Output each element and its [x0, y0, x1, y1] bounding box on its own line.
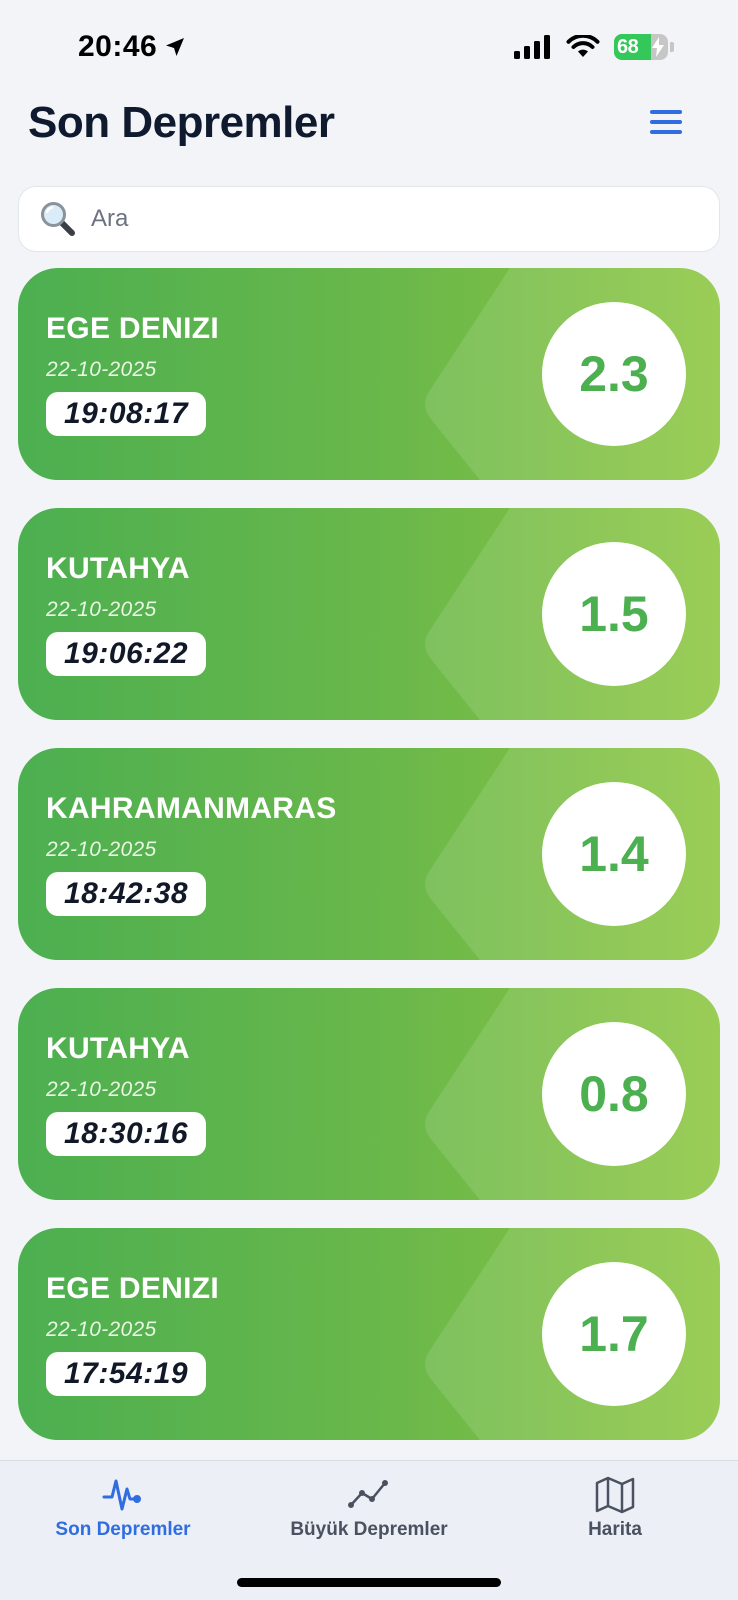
menu-button[interactable] — [650, 110, 682, 136]
trend-line-icon — [348, 1480, 388, 1508]
earthquake-location: EGE DENIZI — [46, 1272, 220, 1305]
earthquake-date: 22-10-2025 — [46, 358, 157, 381]
earthquake-card[interactable]: EGE DENIZI 22-10-2025 17:54:19 1.7 — [18, 1228, 720, 1440]
status-bar: 20:46 68 — [0, 0, 738, 100]
earthquake-date: 22-10-2025 — [46, 1078, 157, 1101]
search-icon — [41, 202, 75, 236]
battery-indicator: 68 — [614, 34, 674, 60]
pulse-icon — [102, 1479, 141, 1511]
tab-son-depremler[interactable]: Son Depremler — [0, 1475, 246, 1541]
earthquake-location: KUTAHYA — [46, 552, 190, 585]
search-input[interactable] — [91, 205, 691, 233]
earthquake-date: 22-10-2025 — [46, 838, 157, 861]
home-indicator — [237, 1578, 501, 1587]
earthquake-card[interactable]: KUTAHYA 22-10-2025 18:30:16 0.8 — [18, 988, 720, 1200]
earthquake-location: KUTAHYA — [46, 1032, 190, 1065]
earthquake-magnitude: 1.5 — [542, 542, 686, 686]
battery-cap — [670, 42, 674, 52]
earthquake-magnitude: 2.3 — [542, 302, 686, 446]
charging-bolt-icon — [652, 37, 664, 57]
search-bar[interactable] — [18, 186, 720, 252]
earthquake-card[interactable]: KUTAHYA 22-10-2025 19:06:22 1.5 — [18, 508, 720, 720]
page-title: Son Depremler — [28, 98, 335, 147]
earthquake-card[interactable]: EGE DENIZI 22-10-2025 19:08:17 2.3 — [18, 268, 720, 480]
battery-fill — [614, 34, 651, 60]
tab-bar: Son Depremler Büyük Depremler Harita — [0, 1460, 738, 1600]
tab-label: Son Depremler — [55, 1519, 191, 1540]
earthquake-date: 22-10-2025 — [46, 1318, 157, 1341]
earthquake-date: 22-10-2025 — [46, 598, 157, 621]
earthquake-card[interactable]: KAHRAMANMARAS 22-10-2025 18:42:38 1.4 — [18, 748, 720, 960]
tab-label: Harita — [588, 1519, 642, 1540]
battery-percent: 68 — [617, 35, 639, 58]
battery-icon: 68 — [614, 34, 668, 60]
map-icon — [595, 1476, 635, 1514]
status-indicators: 68 — [514, 34, 674, 60]
tab-label: Büyük Depremler — [290, 1519, 448, 1540]
earthquake-location: KAHRAMANMARAS — [46, 792, 337, 825]
earthquake-time: 18:42:38 — [46, 872, 207, 916]
status-time: 20:46 — [78, 30, 158, 63]
earthquake-time: 19:08:17 — [46, 392, 207, 436]
earthquake-time: 18:30:16 — [46, 1112, 207, 1156]
earthquake-magnitude: 1.7 — [542, 1262, 686, 1406]
signal-icon — [514, 35, 550, 59]
earthquake-magnitude: 1.4 — [542, 782, 686, 926]
earthquake-list: EGE DENIZI 22-10-2025 19:08:17 2.3 KUTAH… — [18, 268, 720, 1468]
hamburger-icon — [650, 110, 682, 114]
wifi-icon — [566, 35, 600, 57]
earthquake-magnitude: 0.8 — [542, 1022, 686, 1166]
tab-harita[interactable]: Harita — [492, 1475, 738, 1541]
earthquake-location: EGE DENIZI — [46, 312, 220, 345]
earthquake-time: 17:54:19 — [46, 1352, 207, 1396]
earthquake-time: 19:06:22 — [46, 632, 207, 676]
tab-buyuk-depremler[interactable]: Büyük Depremler — [246, 1475, 492, 1541]
location-arrow-icon — [166, 38, 185, 56]
status-time-group: 20:46 — [78, 30, 187, 64]
